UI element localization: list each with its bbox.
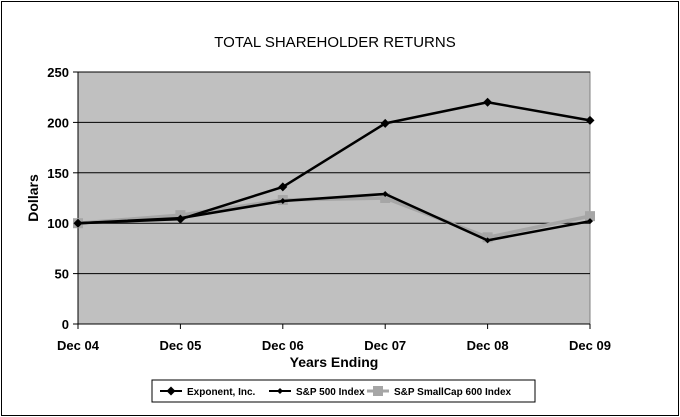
legend-marker-1 [277,388,283,394]
x-tick-label: Dec 05 [159,338,201,353]
y-tick-label: 50 [55,267,69,282]
data-point-s0-1 [175,214,185,224]
x-tick-label: Dec 06 [262,338,304,353]
data-point-s2-3 [380,193,391,203]
x-tick-label: Dec 09 [569,338,611,353]
legend-label: S&P 500 Index [296,387,365,398]
data-point-s0-5 [585,115,595,125]
series-line-2 [77,196,591,240]
legend-box [151,379,536,403]
data-point-s0-3 [380,118,390,128]
data-point-s1-5 [587,218,593,225]
x-tick-label: Dec 08 [467,338,509,353]
data-point-s1-4 [484,237,491,244]
data-point-s0-0 [73,218,83,228]
legend-label: S&P SmallCap 600 Index [394,387,512,398]
legend-marker-2 [373,386,383,396]
legend-label: Exponent, Inc. [187,387,256,398]
y-tick-label: 250 [47,65,69,80]
data-point-s0-4 [483,97,493,107]
y-tick-label: 150 [47,166,69,181]
data-point-s2-4 [482,232,493,243]
y-tick-label: 0 [62,317,69,332]
y-tick-label: 200 [47,115,69,130]
x-axis-label: Years Ending [290,354,379,370]
y-tick-label: 100 [47,216,69,231]
x-tick-label: Dec 04 [57,338,100,353]
y-axis-label: Dollars [25,174,41,222]
chart-title: TOTAL SHAREHOLDER RETURNS [214,34,455,51]
data-point-s1-2 [279,198,286,205]
data-point-s1-3 [382,190,389,197]
x-tick-label: Dec 07 [364,338,406,353]
data-point-s0-2 [278,182,288,192]
data-point-s2-5 [585,211,595,222]
series-line-0 [77,100,591,225]
legend-marker-0 [166,386,176,396]
